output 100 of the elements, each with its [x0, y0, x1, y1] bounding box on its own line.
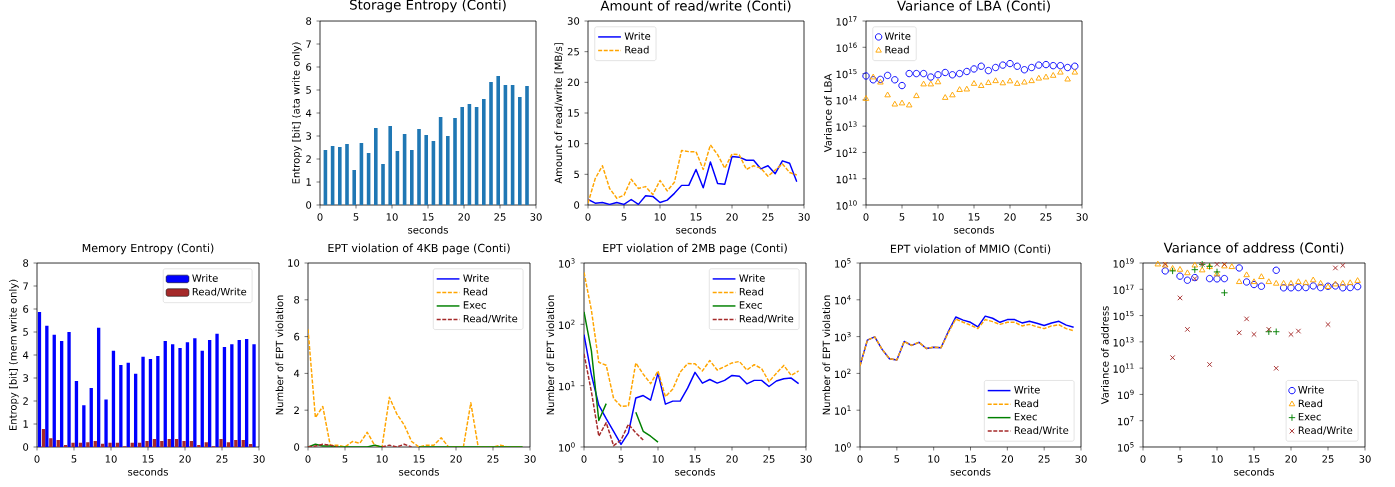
legend-label: Exec	[739, 301, 762, 309]
x-tick-label: 10	[105, 455, 117, 463]
point	[1191, 261, 1199, 268]
chart-title: EPT violation of 2MB page (Conti)	[603, 243, 787, 255]
y-tick-label: 4	[293, 369, 300, 378]
bar	[525, 86, 529, 205]
x-tick-label: 10	[932, 213, 944, 221]
chart-title: Variance of address (Conti)	[1163, 242, 1344, 255]
bar	[248, 444, 253, 447]
point	[1020, 66, 1029, 74]
legend-label: Read	[625, 45, 649, 54]
y-tick-label: 10$^{13}$	[1113, 337, 1134, 347]
point	[1213, 275, 1221, 283]
point	[1071, 68, 1079, 75]
point	[999, 61, 1007, 69]
bar	[49, 438, 53, 447]
x-axis-title: seconds	[950, 467, 991, 476]
y-tick-label: 10$^{3}$	[559, 258, 575, 268]
point	[1205, 274, 1214, 283]
x-tick-label: 15	[142, 455, 154, 463]
y-tick-label: 4	[305, 109, 312, 117]
x-tick-label: 10	[652, 455, 664, 463]
point	[1287, 279, 1295, 286]
point	[1258, 273, 1265, 280]
bar	[170, 344, 175, 447]
bar	[108, 442, 112, 447]
point	[1272, 279, 1280, 286]
x-tick-label: 20	[458, 213, 470, 221]
point	[919, 69, 928, 78]
chart-title: EPT violation of MMIO (Conti)	[890, 244, 1051, 255]
x-axis-title: seconds	[954, 225, 994, 234]
y-tick-label: 10$^{13}$	[836, 121, 857, 131]
bar	[234, 440, 238, 447]
point	[1354, 277, 1361, 283]
bar	[338, 147, 342, 205]
y-tick-label: 10$^{0}$	[835, 442, 851, 452]
point	[1309, 276, 1317, 283]
point	[862, 95, 870, 101]
legend-label: Read	[463, 287, 488, 296]
bar	[148, 358, 153, 447]
point	[1346, 279, 1354, 286]
bar	[71, 442, 75, 447]
x-tick-label: 5	[899, 213, 905, 221]
point	[905, 69, 913, 78]
point	[1340, 262, 1346, 269]
y-tick-label: 10$^{14}$	[836, 95, 857, 105]
point	[1250, 278, 1258, 285]
legend-label: Read	[739, 287, 764, 296]
y-tick-label: 4	[22, 351, 29, 359]
bar	[86, 442, 90, 447]
y-tick-label: 10$^{12}$	[836, 147, 857, 158]
point	[1346, 283, 1354, 292]
y-tick-label: 30	[567, 17, 580, 25]
point	[1236, 330, 1242, 336]
y-axis-title: Amount of read/write [MB/s]	[554, 43, 564, 184]
legend-label: Exec	[463, 301, 486, 309]
y-tick-label: 10$^{4}$	[835, 295, 851, 305]
x-tick-label: 25	[487, 455, 499, 463]
x-tick-label: 5	[621, 213, 627, 221]
y-tick-label: 10$^{17}$	[1113, 284, 1134, 294]
bar	[207, 340, 212, 447]
point	[1006, 59, 1014, 68]
point	[1056, 61, 1065, 70]
y-tick-label: 3	[306, 132, 312, 140]
point	[956, 86, 963, 92]
bar	[374, 127, 378, 205]
point	[1176, 266, 1184, 272]
point	[948, 71, 957, 79]
y-tick-label: 8	[306, 17, 312, 25]
y-tick-label: 10	[568, 139, 580, 148]
bar	[381, 164, 385, 205]
x-tick-label: 10	[654, 213, 666, 221]
point	[1176, 272, 1184, 280]
legend-label: Read/Write	[1298, 426, 1353, 435]
y-tick-label: 10$^{2}$	[835, 368, 851, 379]
x-axis-title: seconds	[676, 225, 716, 234]
point	[891, 100, 899, 107]
point	[884, 91, 891, 98]
y-axis-title: Entropy [bit] (mem write only)	[8, 279, 19, 431]
x-tick-label: 10	[928, 455, 940, 463]
y-tick-label: 8	[294, 296, 300, 304]
point	[1177, 295, 1183, 301]
bar	[230, 344, 234, 447]
y-tick-label: 7	[306, 40, 311, 48]
y-tick-label: 20	[567, 78, 580, 87]
point	[1332, 265, 1339, 271]
point	[1049, 61, 1057, 70]
bar	[59, 340, 64, 447]
point	[1317, 279, 1324, 286]
x-tick-label: 25	[763, 455, 775, 463]
bar	[52, 334, 56, 447]
bar	[489, 81, 493, 205]
point	[1035, 74, 1043, 81]
bar	[111, 350, 116, 447]
x-tick-label: 0	[857, 455, 863, 463]
point	[1287, 284, 1295, 292]
legend-label: Read/Write	[192, 287, 247, 297]
line-series	[588, 155, 798, 205]
x-axis-title: seconds	[1234, 467, 1274, 476]
point	[1279, 284, 1288, 292]
